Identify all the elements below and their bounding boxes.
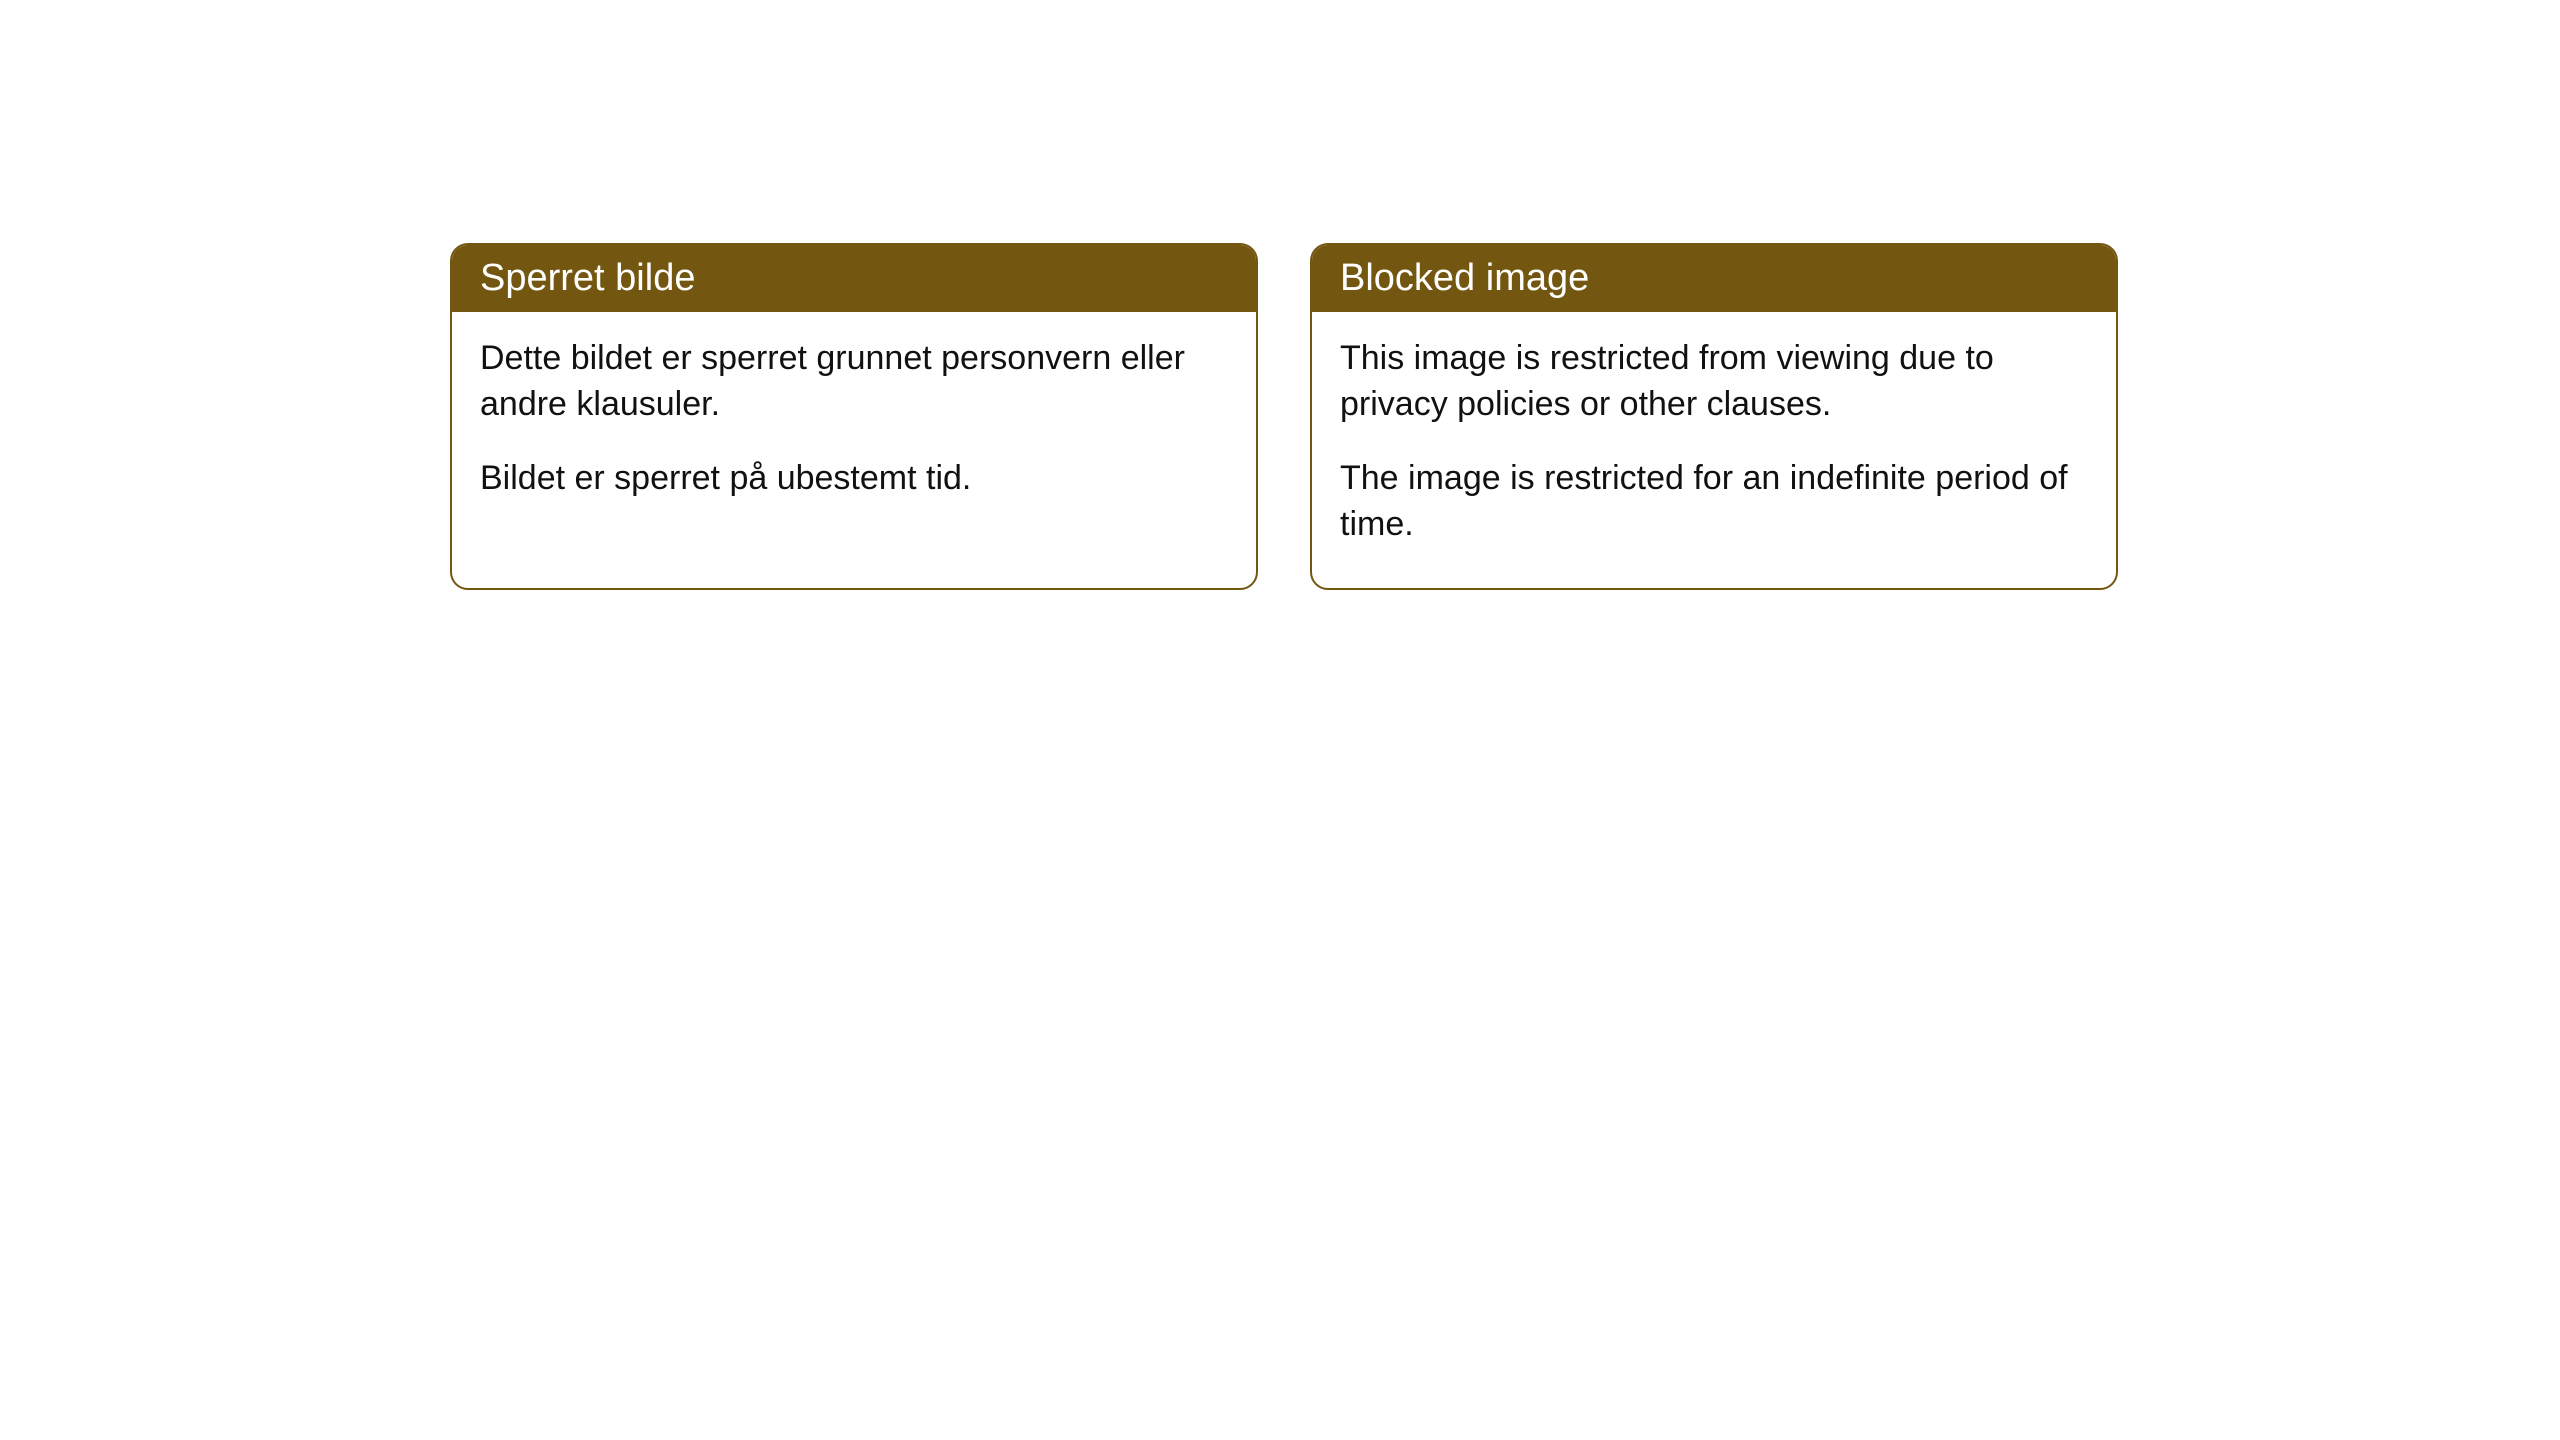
notice-text-line-2: The image is restricted for an indefinit… — [1340, 456, 2088, 548]
blocked-image-card-norwegian: Sperret bilde Dette bildet er sperret gr… — [450, 243, 1258, 590]
card-header-english: Blocked image — [1312, 245, 2116, 312]
notice-text-line-2: Bildet er sperret på ubestemt tid. — [480, 456, 1228, 502]
notice-text-line-1: Dette bildet er sperret grunnet personve… — [480, 336, 1228, 428]
notice-cards-container: Sperret bilde Dette bildet er sperret gr… — [450, 243, 2118, 590]
notice-text-line-1: This image is restricted from viewing du… — [1340, 336, 2088, 428]
blocked-image-card-english: Blocked image This image is restricted f… — [1310, 243, 2118, 590]
card-body-english: This image is restricted from viewing du… — [1312, 312, 2116, 588]
card-body-norwegian: Dette bildet er sperret grunnet personve… — [452, 312, 1256, 542]
card-header-norwegian: Sperret bilde — [452, 245, 1256, 312]
card-title: Sperret bilde — [480, 257, 695, 299]
card-title: Blocked image — [1340, 257, 1589, 299]
